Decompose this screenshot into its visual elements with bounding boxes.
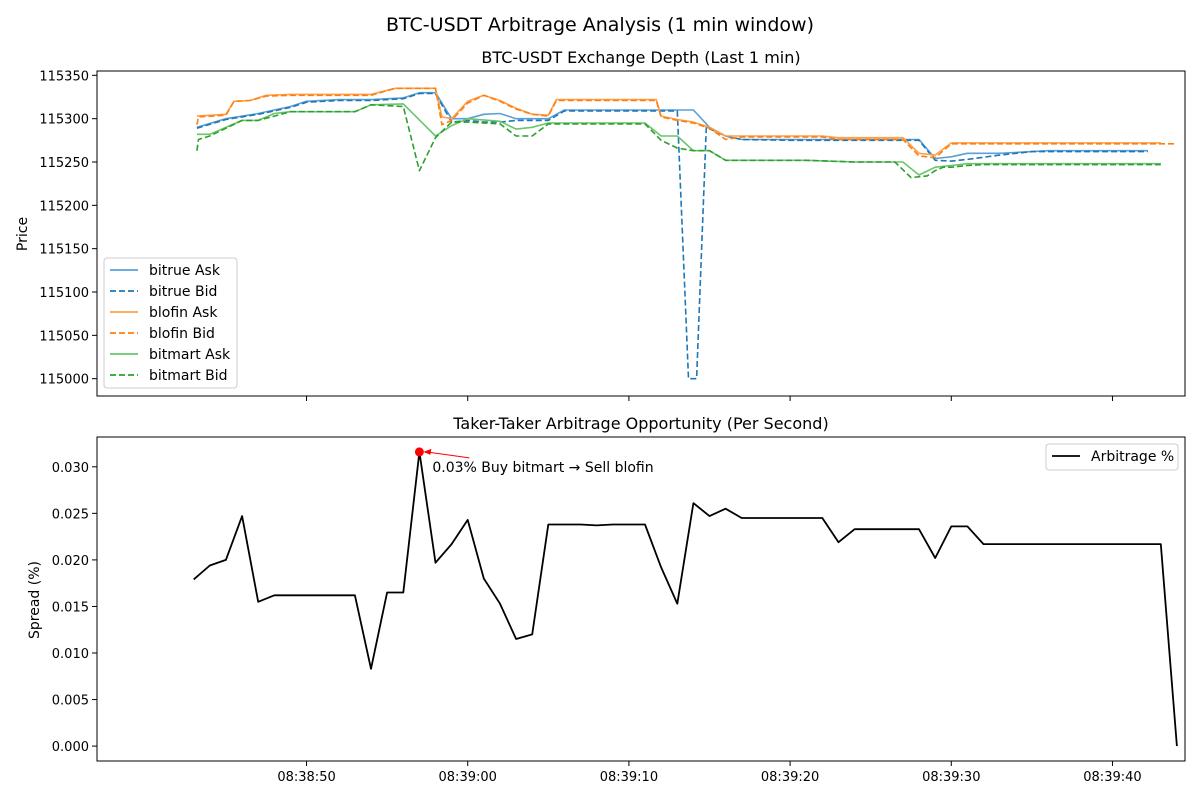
spread-y-tick-label: 0.000	[52, 740, 89, 755]
depth-legend-label: bitrue Ask	[149, 263, 221, 279]
depth-y-tick-label: 115350	[39, 69, 89, 84]
depth-series-group	[196, 87, 1177, 380]
spread-legend: Arbitrage %	[1045, 443, 1179, 471]
spread-y-axis: 0.000 0.005 0.010 0.015 0.020 0.025 0.030	[52, 461, 97, 755]
depth-legend-label: bitmart Bid	[149, 368, 228, 384]
depth-chart: BTC-USDT Exchange Depth (Last 1 min) 115…	[15, 48, 1186, 401]
depth-legend-label: blofin Ask	[149, 305, 218, 321]
spread-x-tick-label: 08:39:30	[922, 770, 980, 785]
spread-legend-label: Arbitrage %	[1091, 449, 1174, 465]
depth-y-tick-label: 115200	[39, 199, 89, 214]
spread-x-tick-label: 08:39:00	[439, 770, 497, 785]
depth-y-tick-label: 115100	[39, 286, 89, 301]
depth-y-tick-label: 115150	[39, 243, 89, 258]
spread-y-label: Spread (%)	[27, 561, 43, 639]
spread-chart-title: Taker-Taker Arbitrage Opportunity (Per S…	[452, 414, 828, 433]
depth-y-tick-label: 115000	[39, 373, 89, 388]
annotation-text: 0.03% Buy bitmart → Sell blofin	[432, 460, 653, 476]
depth-y-label: Price	[15, 217, 31, 251]
depth-series-line-2	[196, 87, 1161, 156]
depth-legend-label: bitmart Ask	[149, 347, 231, 363]
depth-plot-frame	[96, 70, 1186, 397]
depth-y-axis: 115000 115050 115100 115150 115200 115250 1153…	[39, 69, 97, 388]
spread-y-tick-label: 0.010	[52, 647, 89, 662]
spread-x-tick-label: 08:39:40	[1083, 770, 1141, 785]
spread-series-group	[193, 451, 1178, 747]
spread-x-tick-label: 08:39:10	[600, 770, 658, 785]
spread-y-tick-label: 0.020	[52, 554, 89, 569]
depth-y-tick-label: 115050	[39, 329, 89, 344]
annotation-marker	[414, 447, 424, 457]
depth-series-line-5	[196, 104, 1161, 179]
spread-y-tick-label: 0.005	[52, 694, 89, 709]
spread-plot-frame	[96, 436, 1186, 762]
depth-y-tick-label: 115250	[39, 156, 89, 171]
depth-series-line-1	[196, 92, 1148, 380]
spread-x-tick-label: 08:38:50	[277, 770, 335, 785]
depth-x-axis	[306, 396, 1113, 401]
spread-series-line-0	[193, 451, 1178, 747]
depth-chart-title: BTC-USDT Exchange Depth (Last 1 min)	[481, 48, 800, 67]
depth-legend-label: bitrue Bid	[149, 284, 217, 300]
spread-y-tick-label: 0.030	[52, 461, 89, 476]
figure-suptitle: BTC-USDT Arbitrage Analysis (1 min windo…	[386, 14, 814, 36]
spread-y-tick-label: 0.015	[52, 600, 89, 615]
depth-legend-label: blofin Bid	[149, 326, 215, 342]
depth-y-tick-label: 115300	[39, 113, 89, 128]
depth-legend: bitrue Ask bitrue Bid blofin Ask blofin Bid…	[103, 257, 238, 389]
spread-legend-box	[1045, 443, 1179, 471]
annotation-arrowhead	[423, 448, 432, 455]
depth-series-line-0	[196, 91, 1148, 160]
annotation-arrow	[426, 451, 470, 459]
spread-annotation: 0.03% Buy bitmart → Sell blofin	[414, 447, 654, 476]
depth-series-line-3	[196, 87, 1177, 159]
spread-chart: Taker-Taker Arbitrage Opportunity (Per S…	[27, 414, 1186, 785]
spread-y-tick-label: 0.025	[52, 507, 89, 522]
spread-x-axis: 08:38:50 08:39:00 08:39:10 08:39:20 08:39:30…	[277, 761, 1142, 785]
spread-x-tick-label: 08:39:20	[761, 770, 819, 785]
